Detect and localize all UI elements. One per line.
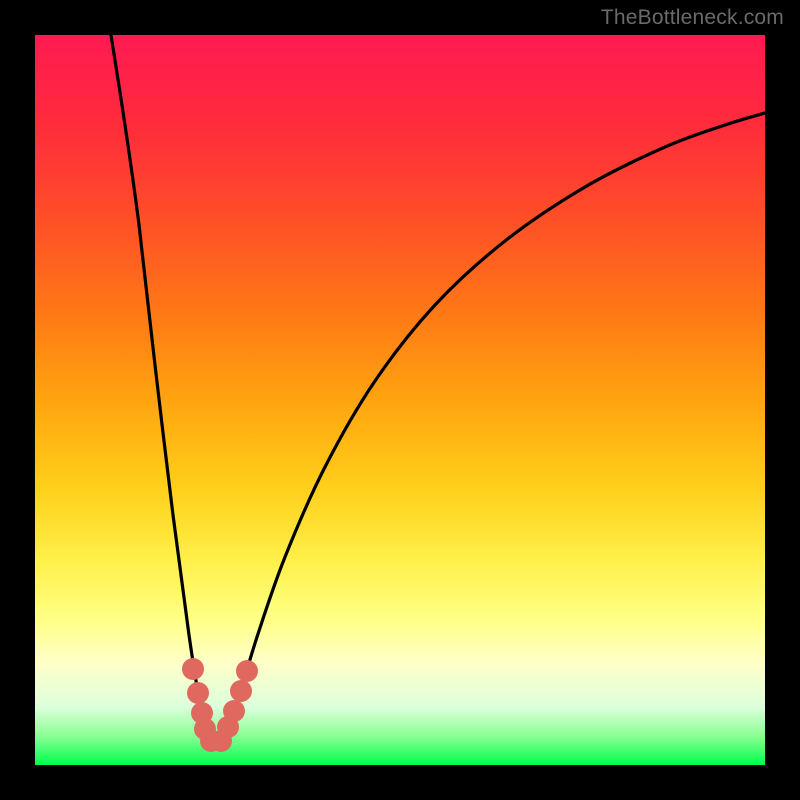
gradient-background [35, 35, 765, 765]
plot-svg [35, 35, 765, 765]
marker-point [230, 680, 252, 702]
watermark-text: TheBottleneck.com [601, 6, 784, 30]
marker-point [187, 682, 209, 704]
plot-area [35, 35, 765, 765]
marker-point [236, 660, 258, 682]
chart-frame: TheBottleneck.com [0, 0, 800, 800]
marker-point [223, 700, 245, 722]
marker-point [182, 658, 204, 680]
